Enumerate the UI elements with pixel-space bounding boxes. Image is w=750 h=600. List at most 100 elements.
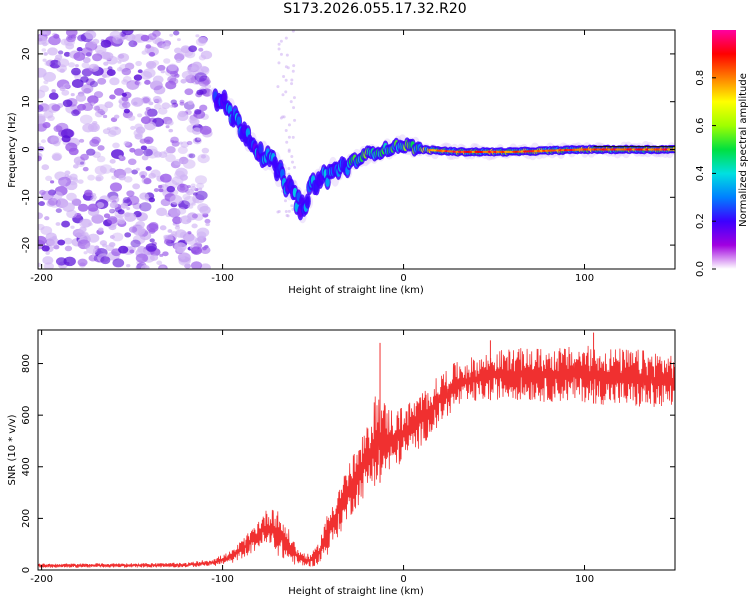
noise-blob [153, 85, 166, 95]
noise-blob [64, 245, 73, 252]
noise-blob [127, 115, 136, 121]
noise-blob [38, 262, 42, 267]
noise-blob [38, 35, 47, 45]
noise-blob [60, 128, 74, 139]
noise-blob [117, 218, 126, 225]
noise-blob [124, 232, 132, 238]
noise-blob [148, 101, 154, 106]
noise-blob [41, 31, 47, 35]
noise-blob [50, 180, 55, 184]
noise-blob [130, 239, 141, 248]
noise-blob [156, 207, 168, 217]
noise-blob [48, 197, 61, 208]
noise-blob [83, 87, 92, 94]
noise-blob [284, 90, 288, 94]
noise-blob [188, 45, 198, 53]
noise-blob [165, 154, 176, 163]
snr-y-tick-label: 200 [21, 509, 32, 528]
noise-blob [146, 108, 158, 117]
noise-blob [145, 166, 152, 171]
noise-blob [111, 175, 117, 180]
noise-blob [191, 202, 196, 206]
noise-blob [195, 68, 205, 76]
noise-blob [166, 185, 176, 193]
noise-blob [48, 92, 59, 100]
noise-blob [38, 115, 46, 124]
noise-blob [97, 145, 105, 151]
noise-blob [157, 64, 166, 72]
noise-blob [123, 140, 131, 147]
noise-blob [118, 245, 129, 254]
noise-blob [176, 38, 181, 42]
noise-blob [79, 114, 93, 125]
noise-blob [102, 74, 108, 79]
noise-blob [66, 192, 77, 202]
noise-blob [70, 225, 75, 229]
noise-blob [126, 195, 140, 206]
noise-blob [197, 36, 208, 44]
noise-blob [63, 237, 73, 245]
noise-blob [146, 62, 155, 69]
noise-blob [276, 85, 280, 89]
spectrogram-ridge [209, 87, 675, 224]
noise-blob [167, 229, 173, 233]
noise-blob [190, 261, 203, 269]
noise-blob [114, 88, 124, 96]
noise-blob [81, 83, 94, 94]
noise-blob [153, 151, 162, 158]
noise-blob [179, 231, 189, 239]
noise-blob [118, 155, 123, 159]
noise-blob [191, 246, 203, 255]
noise-blob [157, 184, 163, 189]
noise-blob [283, 199, 287, 203]
noise-blob [162, 251, 169, 257]
noise-blob [159, 173, 172, 183]
spectrogram-y-label: Frequency (Hz) [7, 112, 18, 188]
noise-blob [74, 64, 79, 68]
spectrogram-x-tick-label: -100 [211, 273, 234, 284]
noise-blob [163, 58, 171, 64]
spectrogram-x-label: Height of straight line (km) [288, 285, 424, 296]
noise-blob [133, 42, 138, 46]
noise-blob [149, 238, 155, 243]
noise-blob [77, 258, 88, 267]
noise-blob [41, 48, 47, 52]
noise-blob [42, 58, 47, 62]
noise-blob [118, 174, 126, 181]
noise-blob [196, 227, 210, 238]
noise-blob [141, 155, 149, 161]
noise-blob [57, 58, 70, 68]
noise-blob [83, 251, 88, 255]
noise-blob [80, 76, 89, 83]
noise-blob [38, 103, 50, 112]
noise-blob [191, 213, 199, 219]
noise-blob [87, 174, 96, 181]
noise-blob [47, 197, 58, 206]
noise-blob [196, 137, 201, 141]
noise-blob [139, 202, 152, 212]
noise-blob [198, 187, 203, 191]
noise-blob [84, 67, 94, 76]
snr-y-tick-label: 400 [21, 457, 32, 476]
noise-blob [160, 69, 165, 74]
noise-blob [127, 158, 137, 166]
ridge-core [222, 92, 227, 103]
noise-blob [117, 60, 122, 64]
noise-blob [121, 92, 128, 97]
spectrogram-x-tick-label: 0 [400, 273, 406, 284]
noise-blob [290, 154, 294, 158]
snr-y-label: SNR (10 * v/v) [7, 414, 18, 485]
noise-blob [82, 57, 91, 64]
noise-blob [41, 245, 50, 252]
snr-x-tick-label: -200 [30, 574, 53, 585]
noise-blob [109, 77, 120, 86]
noise-blob [42, 122, 51, 129]
noise-blob [179, 174, 188, 181]
noise-blob [140, 70, 153, 80]
noise-blob [109, 182, 123, 192]
noise-blob [58, 176, 72, 187]
noise-blob [135, 167, 140, 171]
noise-blob [200, 66, 210, 73]
noise-blob [168, 128, 174, 133]
noise-blob [39, 189, 46, 196]
